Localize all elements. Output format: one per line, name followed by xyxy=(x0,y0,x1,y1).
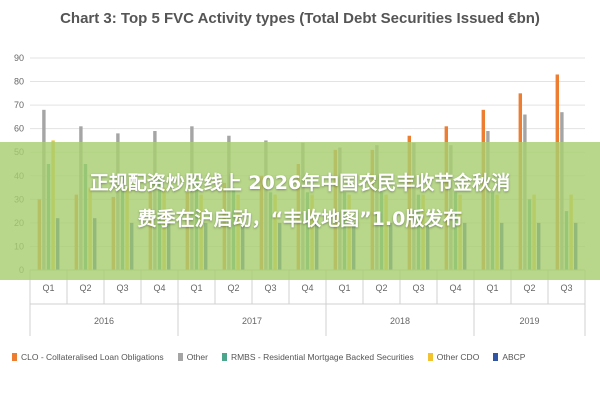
x-tick-label: Q1 xyxy=(486,283,498,293)
y-tick-label: 70 xyxy=(14,100,24,110)
x-tick-label: Q3 xyxy=(264,283,276,293)
x-tick-label: Q3 xyxy=(560,283,572,293)
x-tick-label: Q2 xyxy=(523,283,535,293)
legend-item: Other xyxy=(177,352,208,362)
legend-swatch xyxy=(221,353,227,361)
year-label: 2019 xyxy=(519,316,539,326)
y-tick-label: 90 xyxy=(14,53,24,63)
x-tick-label: Q1 xyxy=(42,283,54,293)
legend-swatch xyxy=(177,353,183,361)
y-tick-label: 60 xyxy=(14,124,24,134)
x-tick-label: Q2 xyxy=(227,283,239,293)
x-tick-label: Q4 xyxy=(153,283,165,293)
y-tick-label: 80 xyxy=(14,77,24,87)
chart-title: Chart 3: Top 5 FVC Activity types (Total… xyxy=(60,10,540,27)
legend-item: ABCP xyxy=(493,352,525,362)
year-label: 2016 xyxy=(94,316,114,326)
x-tick-label: Q2 xyxy=(79,283,91,293)
x-tick-label: Q4 xyxy=(301,283,313,293)
year-label: 2017 xyxy=(242,316,262,326)
legend: CLO - Collateralised Loan Obligations Oth… xyxy=(12,352,592,362)
x-tick-label: Q4 xyxy=(449,283,461,293)
legend-label: Other xyxy=(186,352,208,362)
legend-label: CLO - Collateralised Loan Obligations xyxy=(21,352,164,362)
legend-item: CLO - Collateralised Loan Obligations xyxy=(12,352,164,362)
x-tick-label: Q3 xyxy=(412,283,424,293)
legend-label: ABCP xyxy=(502,352,526,362)
x-tick-label: Q3 xyxy=(116,283,128,293)
legend-item: Other CDO xyxy=(427,352,480,362)
legend-label: RMBS - Residential Mortgage Backed Secur… xyxy=(230,352,414,362)
legend-swatch xyxy=(493,353,499,361)
x-tick-label: Q1 xyxy=(338,283,350,293)
x-tick-label: Q2 xyxy=(375,283,387,293)
legend-label: Other CDO xyxy=(436,352,480,362)
legend-swatch xyxy=(427,353,433,361)
overlay-banner xyxy=(0,142,600,280)
legend-swatch xyxy=(12,353,17,361)
year-label: 2018 xyxy=(390,316,410,326)
x-tick-label: Q1 xyxy=(190,283,202,293)
overlay-line-1: 正规配资炒股线上 2026年中国农民丰收节金秋消 xyxy=(89,172,511,194)
overlay-text[interactable]: 正规配资炒股线上 2026年中国农民丰收节金秋消 费季在沪启动，“丰收地图”1.… xyxy=(10,165,590,237)
overlay-line-2: 费季在沪启动，“丰收地图”1.0版发布 xyxy=(137,208,463,230)
legend-item: RMBS - Residential Mortgage Backed Secur… xyxy=(221,352,414,362)
